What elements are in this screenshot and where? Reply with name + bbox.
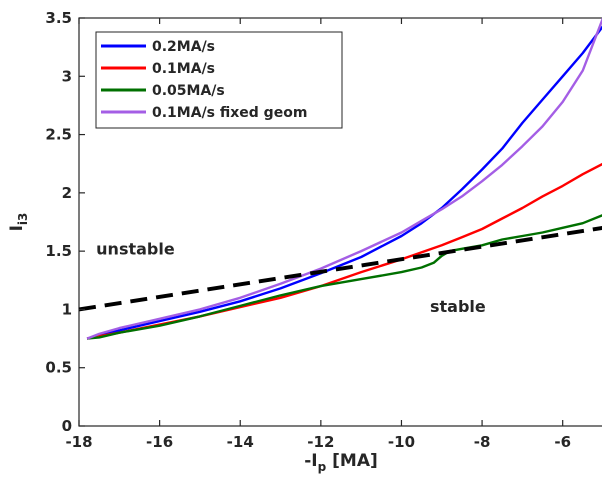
- annotation-2: stable: [430, 297, 486, 316]
- series-line-3: [86, 214, 602, 340]
- y-tick-label: 1.5: [45, 242, 72, 260]
- x-tick-label: -14: [227, 433, 254, 451]
- x-tick-label: -8: [474, 433, 491, 451]
- reference-line: [78, 225, 602, 312]
- x-tick-label: -12: [307, 433, 334, 451]
- y-axis-label-main: I: [7, 225, 27, 231]
- x-tick-label: -10: [388, 433, 415, 451]
- x-axis-label-unit: [MA]: [326, 451, 378, 471]
- x-tick-label: -16: [146, 433, 173, 451]
- legend-entry-2: 0.1MA/s: [152, 61, 215, 77]
- x-axis-label-main: -I: [304, 451, 317, 471]
- y-tick-label: 1: [62, 300, 72, 318]
- legend: 0.2MA/s 0.1MA/s 0.05MA/s 0.1MA/s fixed geom: [95, 31, 343, 129]
- y-tick-label: 3.5: [45, 9, 72, 27]
- y-axis-label: Ii3: [7, 213, 30, 232]
- x-tick-label: -18: [65, 433, 92, 451]
- x-axis-label-sub: p: [318, 460, 327, 474]
- y-tick-label: 3: [62, 67, 72, 85]
- y-tick-label: 0.5: [45, 359, 72, 377]
- x-tick-label: -6: [554, 433, 571, 451]
- y-tick-label: 0: [62, 417, 72, 435]
- y-tick-label: 2.5: [45, 126, 72, 144]
- legend-entry-3: 0.05MA/s: [152, 83, 225, 99]
- annotation-1: unstable: [96, 240, 175, 259]
- legend-entry-1: 0.2MA/s: [152, 39, 215, 55]
- reference-layer: [78, 225, 602, 312]
- series-line-1: [86, 25, 602, 340]
- x-axis-label: -Ip [MA]: [304, 451, 378, 474]
- legend-entry-4: 0.1MA/s fixed geom: [152, 105, 307, 121]
- x-axis: -18 -16 -14 -12 -10 -8 -6: [65, 18, 571, 451]
- y-tick-label: 2: [62, 184, 72, 202]
- series-line-4: [86, 17, 602, 340]
- y-axis-label-sub: i3: [16, 213, 30, 225]
- annotation-layer: unstable stable: [96, 240, 486, 316]
- y-axis: 0 0.5 1 1.5 2 2.5 3 3.5: [45, 9, 85, 435]
